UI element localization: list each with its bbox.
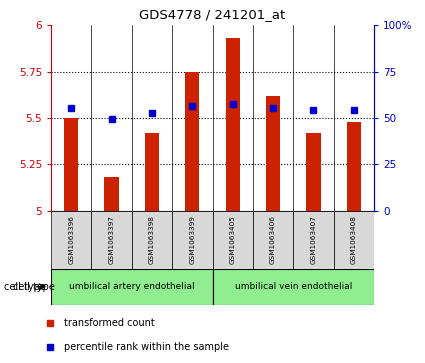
Title: GDS4778 / 241201_at: GDS4778 / 241201_at	[139, 8, 286, 21]
Bar	[293, 211, 334, 269]
Bar	[91, 211, 132, 269]
Bar	[51, 269, 212, 305]
Text: GSM1063405: GSM1063405	[230, 215, 236, 264]
Bar	[334, 211, 374, 269]
Bar	[212, 211, 253, 269]
Text: umbilical vein endothelial: umbilical vein endothelial	[235, 282, 352, 291]
Bar	[64, 118, 78, 211]
Bar	[185, 72, 199, 211]
Bar	[347, 122, 361, 211]
Text: GSM1063399: GSM1063399	[189, 215, 196, 264]
Text: transformed count: transformed count	[64, 318, 155, 328]
Bar	[105, 177, 119, 211]
Text: GSM1063408: GSM1063408	[351, 215, 357, 264]
Bar	[132, 211, 172, 269]
Bar	[145, 133, 159, 211]
Bar	[306, 133, 320, 211]
Bar	[266, 96, 280, 211]
Text: cell type: cell type	[4, 282, 49, 292]
Text: umbilical artery endothelial: umbilical artery endothelial	[69, 282, 195, 291]
Bar	[172, 211, 212, 269]
Bar	[226, 38, 240, 211]
Bar	[212, 269, 374, 305]
Text: GSM1063397: GSM1063397	[108, 215, 115, 264]
Text: cell type: cell type	[13, 282, 55, 292]
Bar	[51, 211, 91, 269]
Bar	[253, 211, 293, 269]
Text: percentile rank within the sample: percentile rank within the sample	[64, 342, 229, 352]
Text: GSM1063396: GSM1063396	[68, 215, 74, 264]
Text: GSM1063398: GSM1063398	[149, 215, 155, 264]
Text: GSM1063407: GSM1063407	[310, 215, 317, 264]
Text: GSM1063406: GSM1063406	[270, 215, 276, 264]
